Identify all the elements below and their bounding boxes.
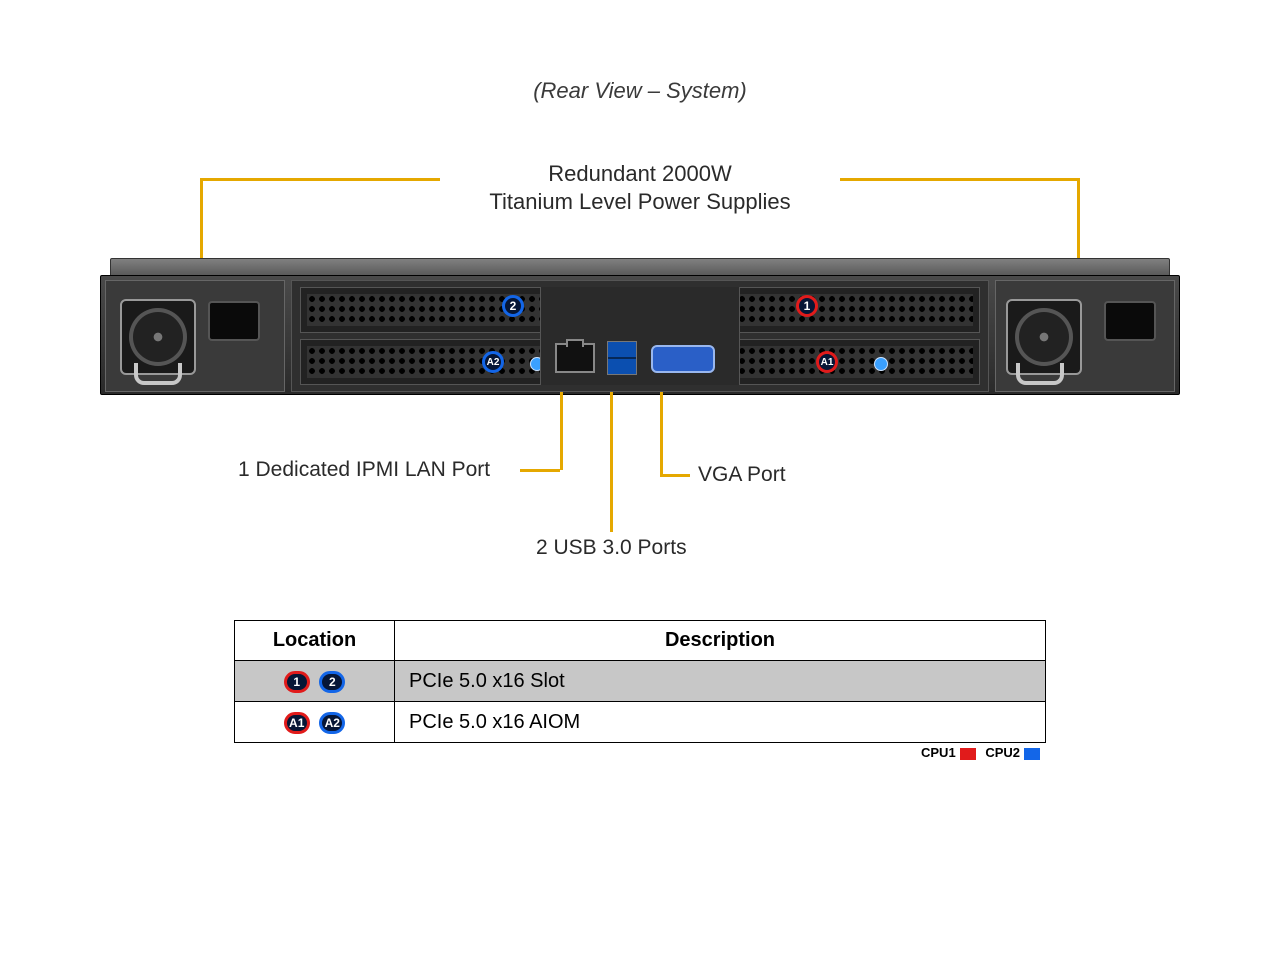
vga-port: [651, 345, 715, 373]
power-inlet: [1104, 301, 1156, 341]
callout-line: [520, 469, 560, 472]
psu-label-line2: Titanium Level Power Supplies: [489, 189, 790, 214]
location-pill-1: 1: [284, 671, 310, 693]
diagram-canvas: (Rear View – System) Redundant 2000W Tit…: [0, 0, 1280, 960]
slot-badge-a1: A1: [816, 351, 838, 373]
usb-callout-label: 2 USB 3.0 Ports: [536, 536, 687, 560]
psu-left: [105, 280, 285, 392]
location-pill-a1: A1: [284, 712, 310, 734]
location-pill-a2: A2: [319, 712, 345, 734]
table-row: 1 2 PCIe 5.0 x16 Slot: [235, 661, 1046, 702]
callout-line: [840, 178, 1080, 181]
table-cell-location: 1 2: [235, 661, 395, 702]
slot-badge-2: 2: [502, 295, 524, 317]
legend-swatch-blue: [1024, 748, 1040, 760]
psu-handle: [134, 363, 182, 385]
table-cell-description: PCIe 5.0 x16 AIOM: [395, 702, 1046, 743]
table-header-description: Description: [395, 621, 1046, 661]
ipmi-lan-port: [555, 343, 595, 373]
legend-swatch-red: [960, 748, 976, 760]
callout-line: [660, 474, 690, 477]
slot-table: Location Description 1 2 PCIe 5.0 x16 Sl…: [234, 620, 1046, 743]
view-title: (Rear View – System): [0, 78, 1280, 104]
psu-right: [995, 280, 1175, 392]
callout-line: [200, 178, 440, 181]
table-cell-location: A1 A2: [235, 702, 395, 743]
callout-line: [660, 392, 663, 476]
table-cell-description: PCIe 5.0 x16 Slot: [395, 661, 1046, 702]
slot-badge-1: 1: [796, 295, 818, 317]
ipmi-callout-label: 1 Dedicated IPMI LAN Port: [238, 458, 490, 482]
callout-line: [560, 392, 563, 470]
server-chassis: 2 1 A2 A1: [100, 275, 1180, 395]
legend-cpu2-label: CPU2: [985, 745, 1020, 760]
location-pill-2: 2: [319, 671, 345, 693]
thumbscrew-icon: [874, 357, 888, 371]
table-row: A1 A2 PCIe 5.0 x16 AIOM: [235, 702, 1046, 743]
callout-line: [610, 392, 613, 532]
cpu-legend: CPU1 CPU2: [921, 745, 1046, 760]
chassis-lid: [110, 258, 1170, 276]
legend-cpu1-label: CPU1: [921, 745, 956, 760]
power-inlet: [208, 301, 260, 341]
vga-callout-label: VGA Port: [698, 463, 786, 487]
psu-callout-label: Redundant 2000W Titanium Level Power Sup…: [0, 160, 1280, 215]
center-io-column: [540, 287, 740, 385]
slot-badge-a2: A2: [482, 351, 504, 373]
psu-handle: [1016, 363, 1064, 385]
table-header-location: Location: [235, 621, 395, 661]
psu-label-line1: Redundant 2000W: [548, 161, 731, 186]
io-panel: 2 1 A2 A1: [291, 280, 989, 392]
usb3-ports: [607, 341, 637, 375]
